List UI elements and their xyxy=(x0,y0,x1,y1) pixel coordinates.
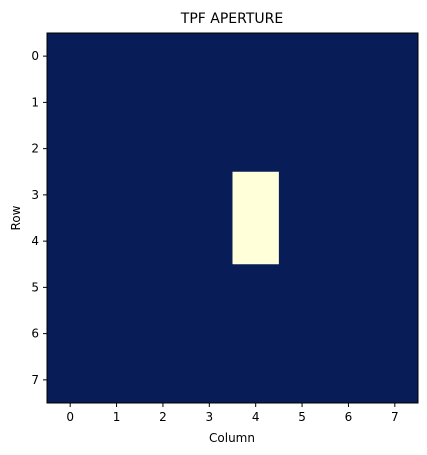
heatmap-cell-r4-c1 xyxy=(93,218,141,265)
heatmap-cell-r5-c0 xyxy=(47,264,94,311)
heatmap-cell-r7-c5 xyxy=(278,356,326,404)
heatmap-cell-r1-c6 xyxy=(325,79,373,126)
heatmap-cell-r1-c0 xyxy=(47,79,94,126)
heatmap-cell-r3-c5 xyxy=(278,171,326,219)
x-tick-label: 4 xyxy=(252,410,260,424)
heatmap-cell-r3-c4 xyxy=(232,171,280,219)
heatmap-cell-r6-c1 xyxy=(93,310,141,358)
heatmap-cell-r4-c4 xyxy=(232,218,280,265)
heatmap-cell-r3-c6 xyxy=(325,171,373,219)
heatmap-cell-r5-c2 xyxy=(139,264,187,311)
y-axis-label: Row xyxy=(9,205,23,230)
heatmap-cell-r0-c3 xyxy=(186,33,233,80)
heatmap-cell-r6-c2 xyxy=(139,310,187,358)
heatmap-cell-r6-c0 xyxy=(47,310,94,358)
x-tick-label: 0 xyxy=(66,410,74,424)
heatmap-cell-r0-c5 xyxy=(278,33,326,80)
heatmap-cell-r2-c0 xyxy=(47,125,94,173)
heatmap-cell-r3-c0 xyxy=(47,171,94,219)
y-tick-label: 3 xyxy=(31,188,39,202)
heatmap-cell-r2-c4 xyxy=(232,125,280,173)
heatmap-cell-r2-c3 xyxy=(186,125,233,173)
y-tick-label: 2 xyxy=(31,142,39,156)
heatmap-cell-r0-c2 xyxy=(139,33,187,80)
heatmap-cell-r5-c4 xyxy=(232,264,280,311)
y-tick-label: 0 xyxy=(31,49,39,63)
heatmap-cell-r4-c6 xyxy=(325,218,373,265)
heatmap-cell-r1-c1 xyxy=(93,79,141,126)
heatmap-cell-r3-c2 xyxy=(139,171,187,219)
heatmap-cell-r0-c4 xyxy=(232,33,280,80)
heatmap-cell-r5-c6 xyxy=(325,264,373,311)
heatmap-cell-r3-c3 xyxy=(186,171,233,219)
heatmap-cell-r2-c7 xyxy=(371,125,419,173)
y-tick-label: 7 xyxy=(31,373,39,387)
x-tick-label: 5 xyxy=(298,410,306,424)
y-tick-label: 1 xyxy=(31,95,39,109)
heatmap-cell-r2-c6 xyxy=(325,125,373,173)
x-tick-label: 6 xyxy=(345,410,353,424)
heatmap-cell-r6-c3 xyxy=(186,310,233,358)
heatmap-cell-r3-c1 xyxy=(93,171,141,219)
heatmap-cell-r6-c6 xyxy=(325,310,373,358)
heatmap-cell-r7-c0 xyxy=(47,356,94,404)
heatmap-cell-r2-c2 xyxy=(139,125,187,173)
heatmap-cell-r4-c7 xyxy=(371,218,419,265)
heatmap-cell-r1-c7 xyxy=(371,79,419,126)
heatmap-cell-r5-c1 xyxy=(93,264,141,311)
heatmap-cell-r2-c5 xyxy=(278,125,326,173)
heatmap-cell-r4-c2 xyxy=(139,218,187,265)
chart-title: TPF APERTURE xyxy=(180,11,283,27)
heatmap-cell-r7-c7 xyxy=(371,356,419,404)
heatmap-cell-r4-c3 xyxy=(186,218,233,265)
heatmap-cell-r4-c0 xyxy=(47,218,94,265)
heatmap-cell-r3-c7 xyxy=(371,171,419,219)
heatmap-cell-r7-c1 xyxy=(93,356,141,404)
heatmap-cell-r0-c0 xyxy=(47,33,94,80)
heatmap-cell-r5-c3 xyxy=(186,264,233,311)
heatmap-cell-r6-c5 xyxy=(278,310,326,358)
heatmap-cells xyxy=(47,33,419,404)
heatmap-cell-r5-c5 xyxy=(278,264,326,311)
plot-frame xyxy=(46,32,419,404)
heatmap-cell-r6-c7 xyxy=(371,310,419,358)
x-tick-label: 2 xyxy=(159,410,167,424)
heatmap-cell-r2-c1 xyxy=(93,125,141,173)
heatmap-cell-r0-c6 xyxy=(325,33,373,80)
heatmap-cell-r0-c1 xyxy=(93,33,141,80)
heatmap-cell-r0-c7 xyxy=(371,33,419,80)
x-tick-label: 7 xyxy=(391,410,399,424)
x-tick-label: 1 xyxy=(113,410,121,424)
heatmap-cell-r1-c3 xyxy=(186,79,233,126)
x-tick-label: 3 xyxy=(205,410,213,424)
heatmap-cell-r7-c4 xyxy=(232,356,280,404)
heatmap-cell-r4-c5 xyxy=(278,218,326,265)
heatmap-cell-r6-c4 xyxy=(232,310,280,358)
y-axis-ticks: 0 1 2 3 4 5 6 7 xyxy=(31,49,47,387)
heatmap-cell-r7-c2 xyxy=(139,356,187,404)
heatmap-cell-r1-c4 xyxy=(232,79,280,126)
x-axis-ticks: 0 1 2 3 4 5 6 7 xyxy=(66,403,399,424)
heatmap-cell-r1-c2 xyxy=(139,79,187,126)
heatmap-cell-r1-c5 xyxy=(278,79,326,126)
heatmap-cell-r7-c6 xyxy=(325,356,373,404)
heatmap-cell-r5-c7 xyxy=(371,264,419,311)
heatmap-cell-r7-c3 xyxy=(186,356,233,404)
y-tick-label: 5 xyxy=(31,280,39,294)
y-tick-label: 6 xyxy=(31,327,39,341)
x-axis-label: Column xyxy=(209,431,255,445)
y-tick-label: 4 xyxy=(31,234,39,248)
